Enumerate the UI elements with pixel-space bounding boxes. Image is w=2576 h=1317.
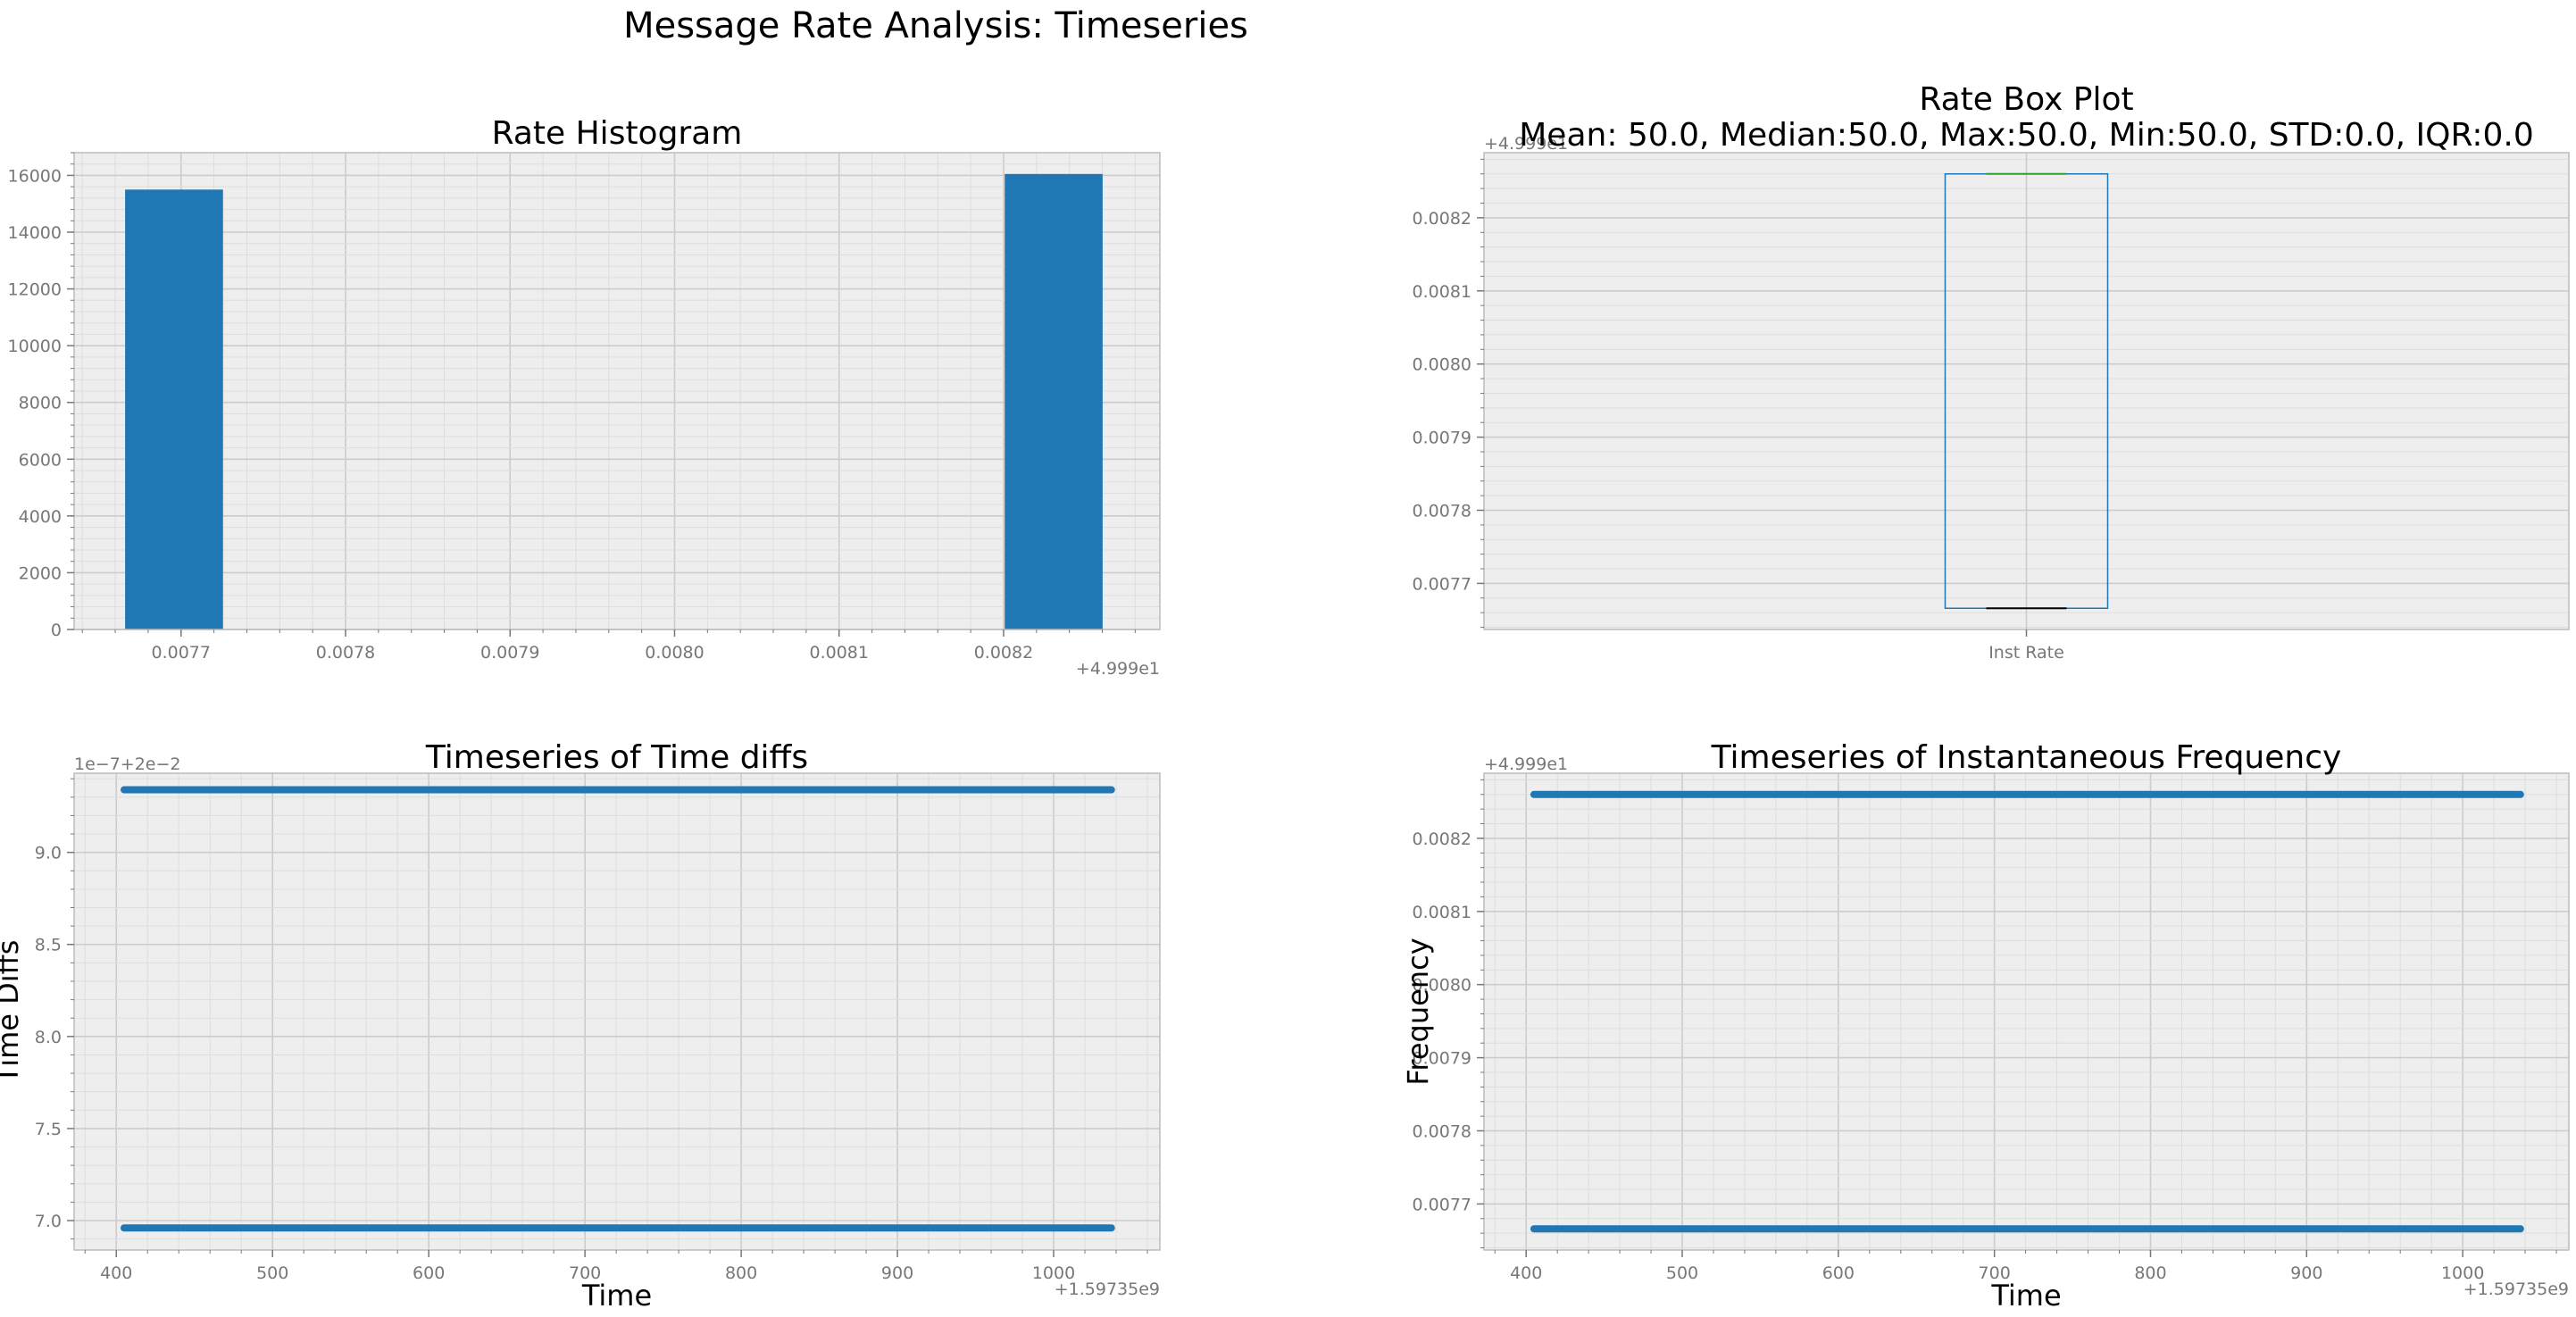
y-tick-label: 8000 bbox=[19, 394, 62, 413]
y-tick-label: 4000 bbox=[19, 507, 62, 527]
x-tick-label: 900 bbox=[881, 1263, 913, 1283]
y-tick-label: 6000 bbox=[19, 450, 62, 470]
x-tick-label: 0.0082 bbox=[974, 643, 1033, 663]
x-tick-label: 900 bbox=[2290, 1263, 2322, 1283]
y-tick-label: 0.0081 bbox=[1413, 282, 1471, 302]
y-tick-label: 0.0082 bbox=[1413, 209, 1471, 229]
y-tick-label: 7.5 bbox=[35, 1120, 62, 1139]
x-tick-label: 800 bbox=[2134, 1263, 2166, 1283]
axes-background bbox=[1484, 773, 2569, 1250]
y-tick-label: 10000 bbox=[8, 337, 62, 356]
x-tick-label: 700 bbox=[569, 1263, 601, 1283]
x-offset-text: +1.59735e9 bbox=[1055, 1279, 1160, 1299]
y-tick-label: 16000 bbox=[8, 166, 62, 186]
axes-spine bbox=[73, 772, 1161, 1251]
x-tick-label: 1000 bbox=[1032, 1263, 1075, 1283]
x-offset-text: +1.59735e9 bbox=[2463, 1279, 2569, 1299]
x-tick-label: 0.0077 bbox=[152, 643, 211, 663]
y-axis-label: Frequency bbox=[1401, 938, 1435, 1085]
x-tick-label: 400 bbox=[100, 1263, 132, 1283]
y-tick-label: 12000 bbox=[8, 280, 62, 300]
x-tick-label: 400 bbox=[1510, 1263, 1542, 1283]
y-tick-label: 8.0 bbox=[35, 1028, 62, 1047]
x-tick-label: 500 bbox=[256, 1263, 288, 1283]
x-tick-label: 600 bbox=[413, 1263, 445, 1283]
y-tick-label: 0.0079 bbox=[1413, 429, 1471, 448]
y-tick-label: 0.0077 bbox=[1413, 1195, 1471, 1214]
y-offset-text: +4.999e1 bbox=[1484, 134, 1568, 154]
axes-spine bbox=[1483, 772, 2570, 1251]
boxplot-subtitle: Mean: 50.0, Median:50.0, Max:50.0, Min:5… bbox=[1519, 117, 2534, 154]
y-tick-label: 0.0081 bbox=[1413, 903, 1471, 922]
y-axis-label: Time Diffs bbox=[0, 940, 25, 1085]
y-tick-label: 8.5 bbox=[35, 936, 62, 955]
x-tick-label: 0.0081 bbox=[809, 643, 868, 663]
histogram-axes: 0.0077 0.0078 0.0079 0.0080 0.0081 0.0082 0 200… bbox=[8, 115, 1161, 679]
histogram-bar-1 bbox=[125, 189, 223, 630]
histogram-bar-2 bbox=[1005, 173, 1103, 629]
boxplot-title: Rate Box Plot bbox=[1919, 81, 2133, 118]
x-tick-label: 800 bbox=[725, 1263, 757, 1283]
x-tick-label: 700 bbox=[1979, 1263, 2011, 1283]
y-tick-label: 0.0080 bbox=[1413, 355, 1471, 375]
histogram-title: Rate Histogram bbox=[492, 115, 743, 152]
y-tick-label: 9.0 bbox=[35, 844, 62, 863]
x-tick-label: 0.0080 bbox=[645, 643, 704, 663]
boxplot-axes: Inst Rate 0.0077 0.0078 0.0079 0.0080 0.0081 0… bbox=[1413, 81, 2570, 663]
y-tick-label: 0.0082 bbox=[1413, 829, 1471, 849]
x-tick-label: 600 bbox=[1822, 1263, 1855, 1283]
x-tick-label: 0.0078 bbox=[316, 643, 375, 663]
y-tick-label: 0.0079 bbox=[1413, 1049, 1471, 1069]
time-diffs-title: Timeseries of Time diffs bbox=[425, 739, 808, 776]
figure-suptitle: Message Rate Analysis: Timeseries bbox=[623, 5, 1248, 46]
x-offset-text: +4.999e1 bbox=[1076, 659, 1160, 679]
y-tick-label: 2000 bbox=[19, 563, 62, 583]
x-tick-label: 0.0079 bbox=[480, 643, 539, 663]
x-tick-label: 500 bbox=[1666, 1263, 1698, 1283]
y-offset-text: +4.999e1 bbox=[1484, 754, 1568, 774]
y-tick-label: 7.0 bbox=[35, 1212, 62, 1231]
frequency-axes: 400 500 600 700 800 900 1000 0.0077 0.0078 0.0079… bbox=[1401, 739, 2570, 1313]
x-axis-label: Time bbox=[581, 1279, 652, 1313]
axes-background bbox=[74, 773, 1160, 1250]
y-tick-label: 0.0078 bbox=[1413, 502, 1471, 521]
y-tick-label: 0.0078 bbox=[1413, 1122, 1471, 1142]
y-offset-text: 1e−7+2e−2 bbox=[74, 754, 181, 774]
x-tick-label: Inst Rate bbox=[1988, 643, 2064, 663]
y-tick-label: 14000 bbox=[8, 223, 62, 243]
x-axis-label: Time bbox=[1990, 1279, 2061, 1313]
frequency-title: Timeseries of Instantaneous Frequency bbox=[1711, 739, 2342, 776]
x-tick-label: 1000 bbox=[2441, 1263, 2484, 1283]
y-tick-label: 0 bbox=[51, 621, 62, 640]
y-tick-label: 0.0077 bbox=[1413, 574, 1471, 594]
y-tick-label: 0.0080 bbox=[1413, 976, 1471, 996]
time-diffs-axes: 400 500 600 700 800 900 1000 7.0 7.5 8.0 8.5 9.0 +1.… bbox=[0, 739, 1161, 1313]
